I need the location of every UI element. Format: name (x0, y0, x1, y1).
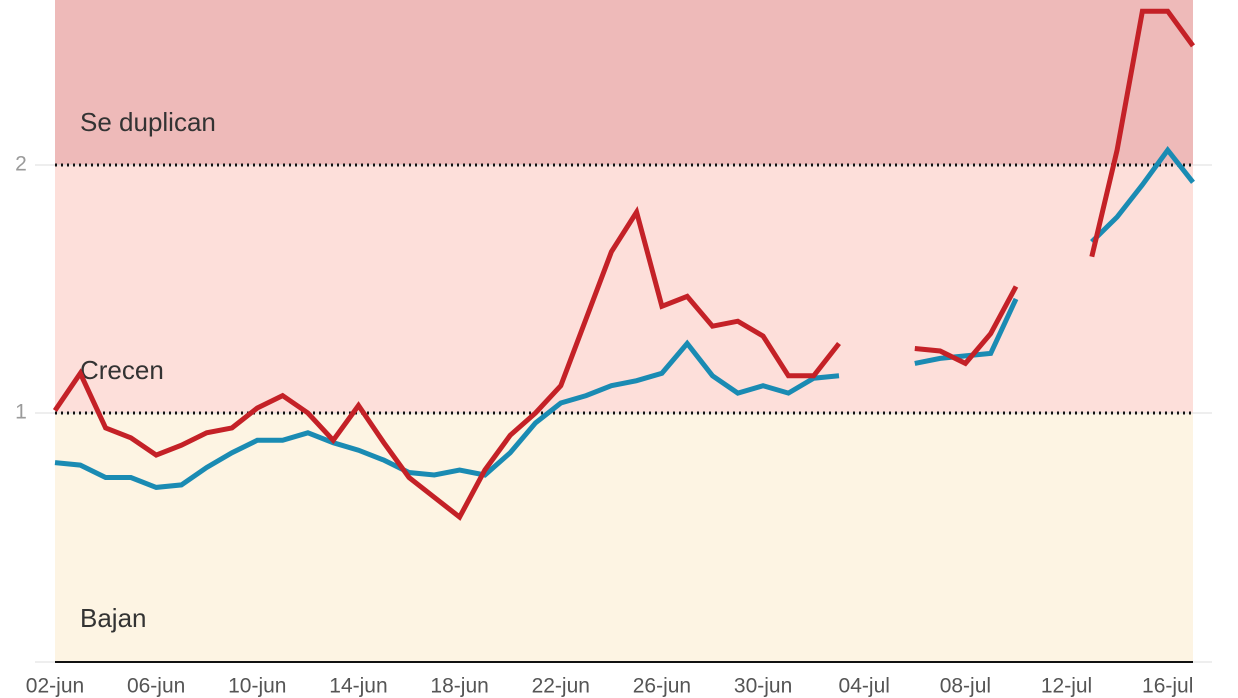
x-tick-label: 18-jun (430, 675, 488, 698)
x-tick-label: 22-jun (532, 675, 590, 698)
x-tick-label: 26-jun (633, 675, 691, 698)
x-tick-label: 12-jul (1041, 675, 1092, 698)
x-tick-label: 14-jun (329, 675, 387, 698)
band (55, 412, 1193, 661)
x-tick-label: 30-jun (734, 675, 792, 698)
x-tick-label: 04-jul (839, 675, 890, 698)
band-label: Crecen (80, 355, 164, 385)
band-label: Bajan (80, 603, 147, 633)
series-line (52, 8, 1196, 521)
y-tick-label: 2 (15, 152, 27, 175)
y-tick-label: 1 (15, 401, 27, 424)
x-tick-label: 06-jun (127, 675, 185, 698)
band (55, 164, 1193, 413)
series-line (54, 145, 1195, 490)
x-tick-label: 16-jul (1142, 675, 1193, 698)
x-tick-label: 02-jun (26, 675, 84, 698)
band-label: Se duplican (80, 107, 216, 137)
x-tick-label: 10-jun (228, 675, 286, 698)
x-tick-label: 08-jul (940, 675, 991, 698)
band (55, 0, 1193, 165)
